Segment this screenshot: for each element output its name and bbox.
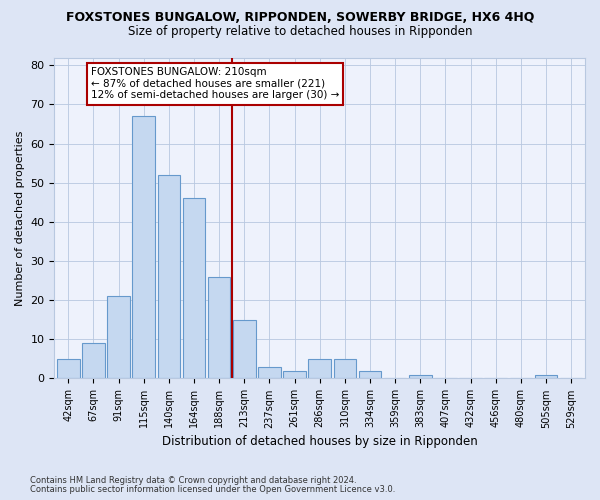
Text: Size of property relative to detached houses in Ripponden: Size of property relative to detached ho…: [128, 25, 472, 38]
Bar: [133, 116, 155, 378]
Bar: [158, 175, 180, 378]
Bar: [208, 276, 230, 378]
Bar: [258, 366, 281, 378]
Text: FOXSTONES BUNGALOW: 210sqm
← 87% of detached houses are smaller (221)
12% of sem: FOXSTONES BUNGALOW: 210sqm ← 87% of deta…: [91, 68, 339, 100]
Bar: [535, 374, 557, 378]
X-axis label: Distribution of detached houses by size in Ripponden: Distribution of detached houses by size …: [162, 434, 478, 448]
Y-axis label: Number of detached properties: Number of detached properties: [15, 130, 25, 306]
Bar: [409, 374, 431, 378]
Bar: [308, 359, 331, 378]
Bar: [334, 359, 356, 378]
Text: Contains public sector information licensed under the Open Government Licence v3: Contains public sector information licen…: [30, 485, 395, 494]
Bar: [57, 359, 80, 378]
Bar: [107, 296, 130, 378]
Bar: [82, 343, 104, 378]
Text: FOXSTONES BUNGALOW, RIPPONDEN, SOWERBY BRIDGE, HX6 4HQ: FOXSTONES BUNGALOW, RIPPONDEN, SOWERBY B…: [66, 11, 534, 24]
Bar: [233, 320, 256, 378]
Text: Contains HM Land Registry data © Crown copyright and database right 2024.: Contains HM Land Registry data © Crown c…: [30, 476, 356, 485]
Bar: [182, 198, 205, 378]
Bar: [283, 370, 306, 378]
Bar: [359, 370, 382, 378]
